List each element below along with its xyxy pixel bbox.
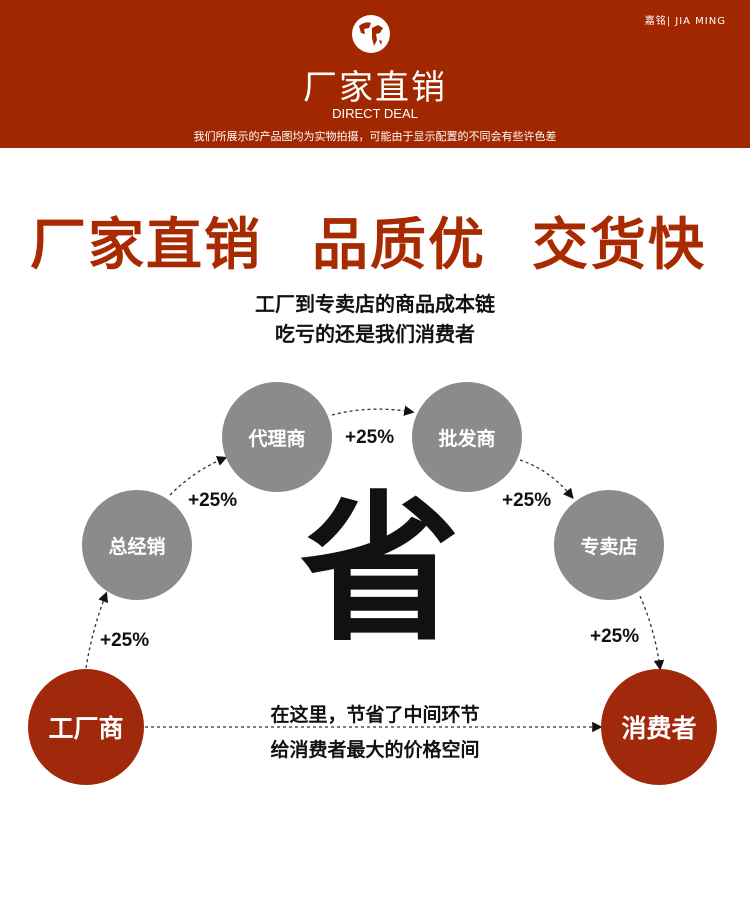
header-title: 厂家直销 xyxy=(303,68,447,108)
markup-label: +25% xyxy=(502,490,552,511)
node-distributor: 总经销 xyxy=(82,490,192,600)
arrow-agent-to-wholesaler xyxy=(331,405,415,416)
node-factory: 工厂商 xyxy=(28,669,144,785)
slogan-delivery: 交货快 xyxy=(532,213,706,278)
save-character: 省 xyxy=(300,476,461,663)
node-wholesaler: 批发商 xyxy=(412,382,522,492)
markup-label: +25% xyxy=(345,427,395,448)
brand-label: 嘉铭| JIA MING xyxy=(644,16,726,27)
header-banner: 嘉铭| JIA MING 厂家直销 DIRECT DEAL 我们所展示的产品图均… xyxy=(0,0,750,148)
header-subtitle: DIRECT DEAL xyxy=(332,106,418,121)
intro-line-1: 工厂到专卖店的商品成本链 xyxy=(255,292,495,316)
markup-label: +25% xyxy=(590,626,640,647)
arrow-store-to-consumer xyxy=(639,595,665,671)
arrow-distributor-to-agent xyxy=(169,456,228,496)
markup-label: +25% xyxy=(100,630,150,651)
arrow-wholesaler-to-store xyxy=(519,459,574,500)
slogan-quality: 品质优 xyxy=(312,213,486,278)
node-consumer: 消费者 xyxy=(601,669,717,785)
header-note: 我们所展示的产品图均为实物拍摄，可能由于显示配置的不同会有些许色差 xyxy=(193,130,557,143)
center-line-1: 在这里，节省了中间环节 xyxy=(270,704,480,726)
globe-icon xyxy=(352,15,390,53)
markup-label: +25% xyxy=(188,490,238,511)
arrow-factory-to-distributor xyxy=(85,591,109,669)
intro-line-2: 吃亏的还是我们消费者 xyxy=(275,322,475,346)
slogan-direct: 厂家直销 xyxy=(30,213,262,278)
node-agent: 代理商 xyxy=(222,382,332,492)
node-store: 专卖店 xyxy=(554,490,664,600)
center-line-2: 给消费者最大的价格空间 xyxy=(270,739,480,761)
